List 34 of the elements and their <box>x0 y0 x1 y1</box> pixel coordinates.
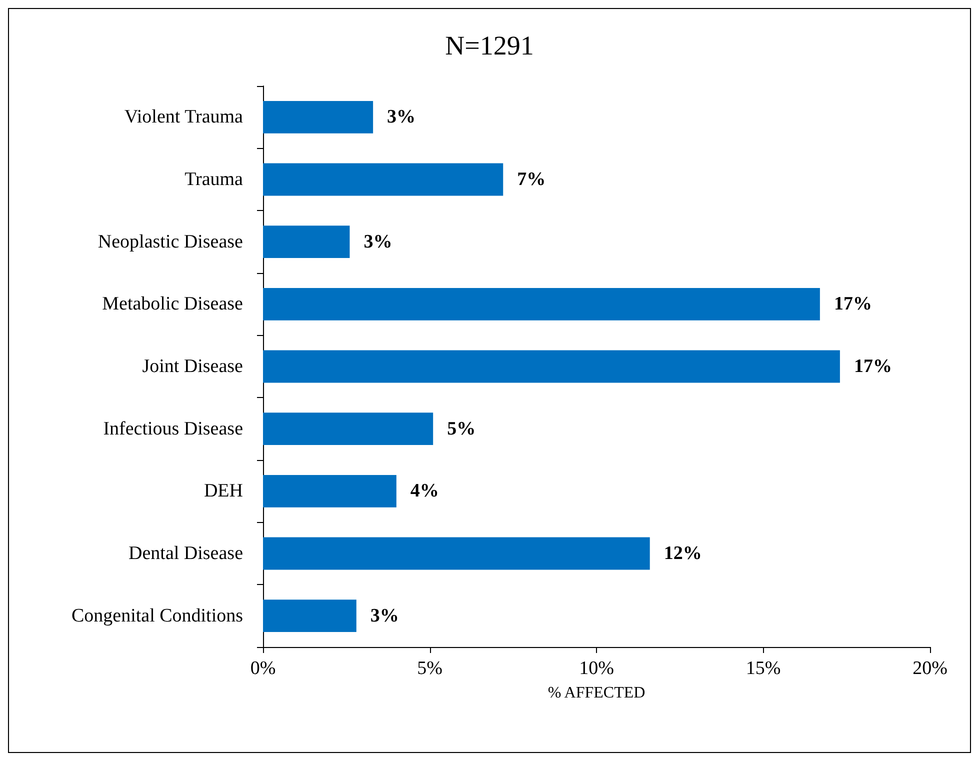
bar <box>263 163 504 196</box>
x-tick-label: 10% <box>579 658 614 679</box>
chart-title: N=1291 <box>445 30 534 60</box>
data-label: 4% <box>410 480 439 502</box>
bar <box>263 537 650 570</box>
data-label: 12% <box>664 543 702 564</box>
data-label: 17% <box>854 356 892 377</box>
x-tick-label: 0% <box>250 658 276 679</box>
data-label: 17% <box>834 294 872 315</box>
data-label: 3% <box>364 231 392 252</box>
bar <box>263 100 374 134</box>
y-tick-label: Metabolic Disease <box>102 294 243 315</box>
y-tick-label: Violent Trauma <box>124 106 244 128</box>
bar <box>263 288 820 320</box>
x-tick-label: 5% <box>417 658 443 679</box>
y-tick-label: Congenital Conditions <box>71 605 243 626</box>
data-label: 3% <box>387 106 416 128</box>
bar <box>263 412 434 446</box>
x-tick-label: 15% <box>746 658 781 679</box>
bar <box>263 600 356 632</box>
data-label: 5% <box>447 418 476 440</box>
y-tick-label: DEH <box>204 480 244 502</box>
x-tick-label: 20% <box>912 658 948 679</box>
y-tick-label: Infectious Disease <box>103 418 243 440</box>
x-axis-title: % AFFECTED <box>548 684 646 702</box>
y-tick-label: Trauma <box>184 169 244 190</box>
bar <box>263 350 840 383</box>
data-label: 7% <box>517 169 546 190</box>
y-tick-label: Neoplastic Disease <box>98 231 243 252</box>
y-tick-label: Dental Disease <box>128 543 243 564</box>
bar <box>263 474 396 508</box>
y-tick-label: Joint Disease <box>142 356 243 377</box>
bar <box>263 226 350 258</box>
data-label: 3% <box>370 605 399 626</box>
